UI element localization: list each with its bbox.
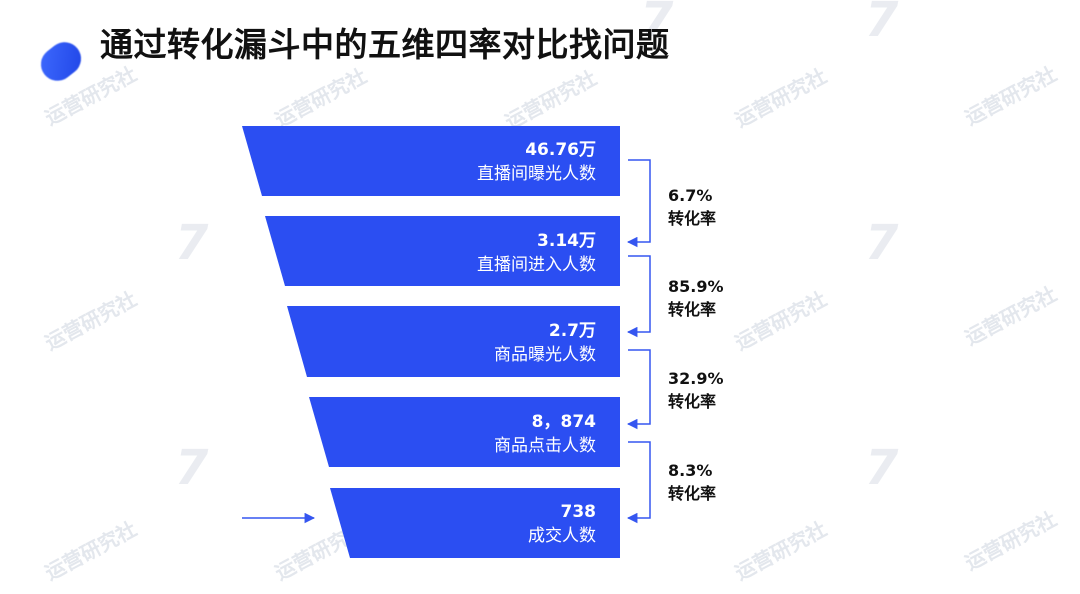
stage-value: 3.14万 — [537, 231, 596, 251]
watermark-badge: 7 — [865, 440, 899, 496]
funnel-stage-2-shape — [265, 216, 620, 286]
conversion-rate-4: 8.3% 转化率 — [668, 459, 716, 505]
rate-value: 6.7% — [668, 186, 713, 205]
stage-value: 2.7万 — [548, 321, 596, 341]
conversion-rate-1: 6.7% 转化率 — [668, 184, 716, 230]
funnel-stage-5-shape — [330, 488, 620, 558]
conversion-rate-3: 32.9% 转化率 — [668, 367, 724, 413]
funnel-stage-1: 46.76万 直播间曝光人数 — [436, 138, 596, 186]
funnel-stage-3: 2.7万 商品曝光人数 — [436, 319, 596, 367]
conversion-arrow-3 — [626, 349, 651, 430]
rate-label: 转化率 — [668, 300, 717, 319]
page-title: 通过转化漏斗中的五维四率对比找问题 — [100, 25, 670, 64]
funnel-stage-5: 738 成交人数 — [436, 500, 596, 548]
funnel-stage-3-shape — [287, 306, 620, 377]
stage-label: 商品曝光人数 — [494, 345, 596, 365]
rate-label: 转化率 — [668, 484, 717, 503]
stage-value: 738 — [560, 502, 597, 522]
rate-value: 8.3% — [668, 461, 713, 480]
stage-value: 46.76万 — [525, 140, 596, 160]
conversion-arrow-2 — [626, 255, 651, 338]
rate-value: 32.9% — [668, 369, 724, 388]
rate-value: 85.9% — [668, 277, 724, 296]
funnel-stage-4-shape — [309, 397, 620, 467]
stage-label: 直播间曝光人数 — [477, 164, 596, 184]
funnel-stage-2: 3.14万 直播间进入人数 — [436, 229, 596, 277]
watermark-badge: 7 — [175, 440, 209, 496]
stage-label: 商品点击人数 — [494, 436, 596, 456]
rate-label: 转化率 — [668, 209, 717, 228]
watermark-badge: 7 — [865, 0, 899, 48]
watermark-badge: 7 — [865, 215, 899, 271]
conversion-arrow-4 — [626, 441, 651, 524]
stage-label: 成交人数 — [528, 526, 596, 546]
conversion-arrow-1 — [626, 159, 651, 248]
stage-label: 直播间进入人数 — [477, 255, 596, 275]
funnel-stage-4: 8，874 商品点击人数 — [436, 410, 596, 458]
stage-value: 8，874 — [531, 412, 596, 432]
rate-label: 转化率 — [668, 392, 717, 411]
funnel-stage-1-shape — [242, 126, 620, 196]
watermark-badge: 7 — [175, 215, 209, 271]
watermark-badge: 7 — [640, 0, 674, 48]
conversion-rate-2: 85.9% 转化率 — [668, 275, 724, 321]
